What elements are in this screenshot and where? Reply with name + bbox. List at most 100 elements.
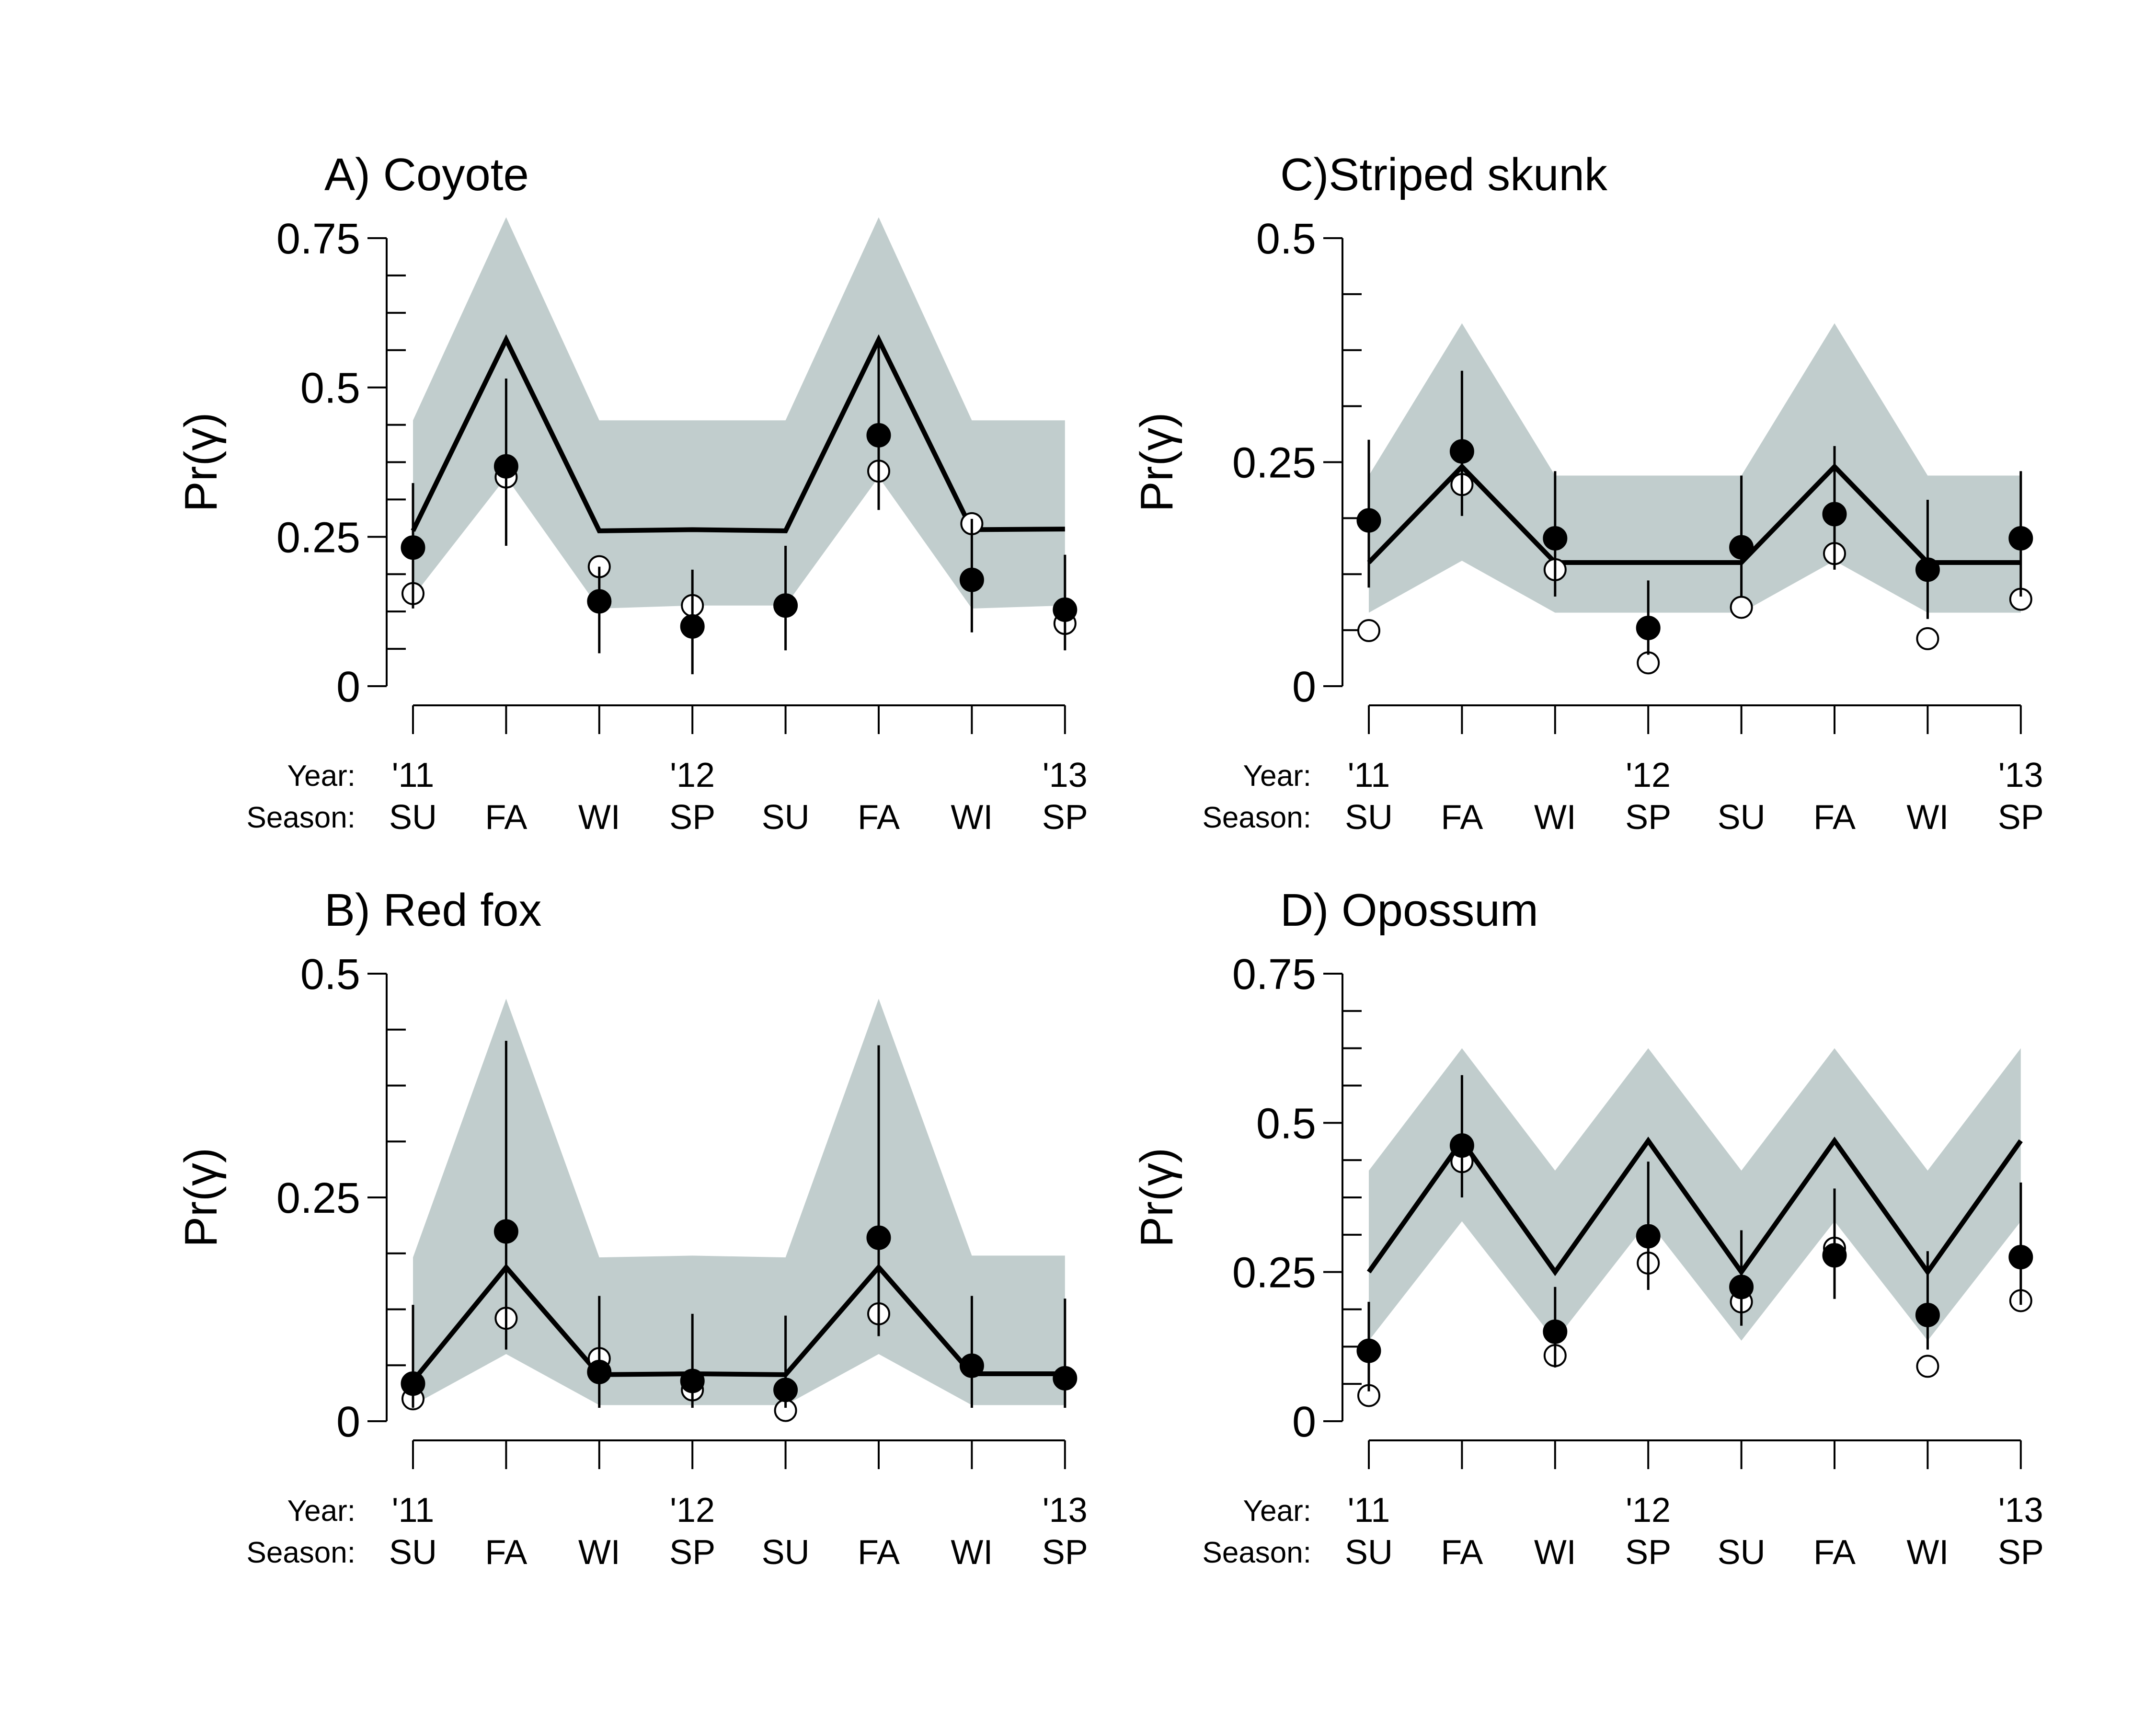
filled-point <box>1729 535 1754 560</box>
year-tick-label: '11 <box>392 1491 435 1530</box>
panel-title: C)Striped skunk <box>1280 149 1608 200</box>
season-row-label: Season: <box>246 1536 356 1569</box>
filled-point <box>680 614 705 639</box>
panel-coyote: A) Coyote 0 0.25 0.5 0.75 Pr(γ) SU '11 FA WI SP '12… <box>175 149 1088 837</box>
year-tick-label: '13 <box>1043 756 1088 794</box>
year-tick-label: '12 <box>1626 1491 1671 1530</box>
open-point <box>1637 651 1660 675</box>
y-tick-label: 0.75 <box>276 215 360 263</box>
fitted-line <box>411 334 1065 533</box>
year-row-label: Year: <box>287 759 356 793</box>
open-point <box>1916 1355 1939 1378</box>
confidence-band <box>413 999 1065 1405</box>
filled-point <box>1543 1319 1568 1344</box>
filled-point <box>493 1219 518 1244</box>
filled-point <box>1636 1224 1661 1249</box>
year-row-label: Year: <box>1243 759 1312 793</box>
filled-point <box>866 423 891 448</box>
filled-point <box>1822 1243 1847 1268</box>
confidence-band <box>413 217 1065 609</box>
y-tick-label: 0 <box>336 1398 360 1446</box>
filled-point <box>2008 1245 2033 1270</box>
y-tick-label: 0.25 <box>1232 439 1316 487</box>
open-point <box>1916 627 1939 650</box>
season-tick-label: SU <box>1345 798 1393 837</box>
season-tick-label: FA <box>485 798 527 837</box>
season-tick-label: FA <box>1441 798 1483 837</box>
season-tick-label: SP <box>669 798 715 837</box>
season-tick-label: FA <box>485 1533 527 1572</box>
year-tick-label: '12 <box>670 1491 715 1530</box>
season-tick-label: SP <box>1042 798 1088 837</box>
season-tick-label: SP <box>669 1533 715 1572</box>
filled-point <box>1822 502 1847 527</box>
year-row-label: Year: <box>287 1495 356 1528</box>
filled-point <box>1543 526 1568 551</box>
filled-point <box>493 454 518 479</box>
y-tick-label: 0.5 <box>300 365 360 413</box>
y-axis-label: Pr(γ) <box>1131 1148 1182 1247</box>
filled-point <box>1053 1366 1078 1391</box>
fitted-line <box>411 1263 1065 1383</box>
season-tick-label: SP <box>1625 1533 1671 1572</box>
filled-point <box>773 1378 798 1403</box>
fitted-line <box>1366 1137 2023 1276</box>
filled-point <box>866 1225 891 1250</box>
season-tick-label: SU <box>762 798 810 837</box>
filled-point <box>1449 439 1474 464</box>
season-tick-label: SP <box>1998 798 2044 837</box>
season-tick-label: SU <box>389 1533 437 1572</box>
filled-point <box>1915 1302 1940 1327</box>
season-tick-label: SP <box>1042 1533 1088 1572</box>
fitted-line <box>1367 463 2021 565</box>
filled-point <box>1356 1338 1381 1363</box>
season-tick-label: SP <box>1998 1533 2044 1572</box>
year-tick-label: '11 <box>392 756 435 794</box>
filled-point <box>1449 1133 1474 1158</box>
year-tick-label: '12 <box>1626 756 1671 794</box>
season-tick-label: FA <box>858 798 900 837</box>
season-tick-label: SP <box>1625 798 1671 837</box>
open-point <box>1730 596 1753 619</box>
season-tick-label: FA <box>1813 798 1856 837</box>
y-tick-label: 0.5 <box>300 951 360 999</box>
filled-point <box>1053 597 1078 622</box>
panel-striped-skunk: C)Striped skunk 0 0.25 0.5 Pr(γ) SU '11 FA WI SP '… <box>1131 149 2044 837</box>
y-tick-label: 0 <box>1292 1398 1316 1446</box>
season-tick-label: WI <box>1906 1533 1949 1572</box>
y-tick-label: 0.25 <box>276 514 360 562</box>
season-tick-label: WI <box>1906 798 1949 837</box>
season-tick-label: WI <box>1534 798 1576 837</box>
panel-title: A) Coyote <box>324 149 529 200</box>
season-tick-label: SU <box>1718 1533 1766 1572</box>
season-tick-label: FA <box>1441 1533 1483 1572</box>
season-tick-label: WI <box>1534 1533 1576 1572</box>
filled-point <box>959 567 984 592</box>
y-tick-label: 0.5 <box>1256 1100 1316 1148</box>
open-point <box>1357 619 1380 643</box>
year-tick-label: '12 <box>670 756 715 794</box>
y-tick-label: 0.75 <box>1232 951 1316 999</box>
filled-point <box>1356 508 1381 533</box>
season-tick-label: SU <box>762 1533 810 1572</box>
filled-point <box>680 1368 705 1393</box>
filled-point <box>1915 557 1940 582</box>
filled-point <box>587 1359 612 1384</box>
y-tick-label: 0.25 <box>276 1174 360 1222</box>
season-tick-label: WI <box>951 1533 993 1572</box>
season-tick-label: SU <box>1345 1533 1393 1572</box>
season-tick-label: SU <box>389 798 437 837</box>
season-tick-label: WI <box>578 798 620 837</box>
season-tick-label: WI <box>951 798 993 837</box>
panel-title: B) Red fox <box>324 885 542 936</box>
year-tick-label: '11 <box>1348 756 1390 794</box>
filled-point <box>2008 526 2033 551</box>
y-tick-label: 0 <box>336 663 360 711</box>
y-axis-label: Pr(γ) <box>175 1148 227 1247</box>
filled-point <box>587 589 612 614</box>
year-row-label: Year: <box>1243 1495 1312 1528</box>
